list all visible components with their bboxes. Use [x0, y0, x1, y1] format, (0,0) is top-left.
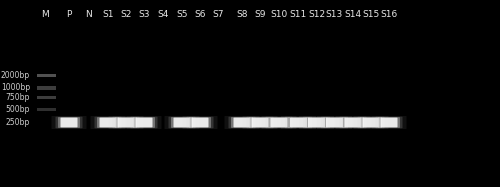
Text: 250bp: 250bp	[6, 118, 30, 127]
FancyBboxPatch shape	[56, 117, 82, 128]
Text: S3: S3	[138, 10, 150, 19]
Text: N: N	[86, 10, 92, 19]
FancyBboxPatch shape	[228, 117, 256, 128]
Text: 500bp: 500bp	[6, 105, 30, 114]
Text: S7: S7	[212, 10, 224, 19]
FancyBboxPatch shape	[306, 117, 328, 128]
FancyBboxPatch shape	[266, 117, 292, 128]
FancyBboxPatch shape	[192, 118, 208, 127]
FancyBboxPatch shape	[317, 116, 352, 129]
FancyBboxPatch shape	[186, 117, 214, 128]
Text: P: P	[66, 10, 71, 19]
FancyBboxPatch shape	[97, 117, 119, 128]
FancyBboxPatch shape	[281, 116, 316, 129]
Text: S6: S6	[194, 10, 206, 19]
Text: S5: S5	[176, 10, 188, 19]
FancyBboxPatch shape	[133, 117, 155, 128]
FancyBboxPatch shape	[288, 117, 310, 128]
Bar	[37, 96, 56, 99]
FancyBboxPatch shape	[362, 118, 380, 127]
FancyBboxPatch shape	[108, 116, 144, 129]
FancyBboxPatch shape	[58, 117, 80, 128]
FancyBboxPatch shape	[342, 117, 364, 128]
FancyBboxPatch shape	[115, 117, 137, 128]
FancyBboxPatch shape	[376, 117, 402, 128]
Text: M: M	[41, 10, 49, 19]
FancyBboxPatch shape	[234, 118, 250, 127]
FancyBboxPatch shape	[249, 117, 271, 128]
Text: S8: S8	[236, 10, 248, 19]
FancyBboxPatch shape	[130, 117, 158, 128]
FancyBboxPatch shape	[126, 116, 162, 129]
FancyBboxPatch shape	[308, 118, 325, 127]
Text: S1: S1	[102, 10, 114, 19]
FancyBboxPatch shape	[118, 118, 134, 127]
Text: S2: S2	[120, 10, 132, 19]
FancyBboxPatch shape	[112, 117, 140, 128]
Text: S4: S4	[158, 10, 168, 19]
FancyBboxPatch shape	[90, 116, 126, 129]
FancyBboxPatch shape	[344, 118, 362, 127]
FancyBboxPatch shape	[242, 116, 278, 129]
FancyBboxPatch shape	[100, 118, 116, 127]
FancyBboxPatch shape	[336, 116, 370, 129]
FancyBboxPatch shape	[246, 117, 274, 128]
FancyBboxPatch shape	[231, 117, 253, 128]
FancyBboxPatch shape	[358, 117, 384, 128]
FancyBboxPatch shape	[380, 118, 398, 127]
FancyBboxPatch shape	[136, 118, 152, 127]
Text: S11: S11	[290, 10, 307, 19]
Text: S10: S10	[270, 10, 287, 19]
FancyBboxPatch shape	[324, 117, 345, 128]
Text: 1000bp: 1000bp	[1, 83, 30, 92]
FancyBboxPatch shape	[285, 117, 312, 128]
Text: S16: S16	[380, 10, 398, 19]
Text: S15: S15	[362, 10, 380, 19]
FancyBboxPatch shape	[321, 117, 348, 128]
FancyBboxPatch shape	[299, 116, 334, 129]
FancyBboxPatch shape	[189, 117, 211, 128]
Text: 2000bp: 2000bp	[1, 71, 30, 80]
Text: S14: S14	[344, 10, 362, 19]
FancyBboxPatch shape	[252, 118, 268, 127]
FancyBboxPatch shape	[171, 117, 193, 128]
FancyBboxPatch shape	[354, 116, 388, 129]
FancyBboxPatch shape	[268, 117, 290, 128]
FancyBboxPatch shape	[290, 118, 307, 127]
FancyBboxPatch shape	[168, 117, 196, 128]
FancyBboxPatch shape	[164, 116, 200, 129]
FancyBboxPatch shape	[174, 118, 190, 127]
FancyBboxPatch shape	[372, 116, 406, 129]
FancyBboxPatch shape	[60, 118, 78, 127]
FancyBboxPatch shape	[378, 117, 400, 128]
FancyBboxPatch shape	[326, 118, 343, 127]
Text: 750bp: 750bp	[6, 93, 30, 102]
Text: S9: S9	[254, 10, 266, 19]
Text: S12: S12	[308, 10, 325, 19]
FancyBboxPatch shape	[224, 116, 260, 129]
FancyBboxPatch shape	[94, 117, 122, 128]
Bar	[37, 86, 56, 90]
FancyBboxPatch shape	[270, 118, 287, 127]
Bar	[37, 108, 56, 111]
FancyBboxPatch shape	[340, 117, 366, 128]
Text: S13: S13	[326, 10, 343, 19]
Bar	[37, 74, 56, 77]
FancyBboxPatch shape	[262, 116, 296, 129]
FancyBboxPatch shape	[182, 116, 218, 129]
FancyBboxPatch shape	[303, 117, 330, 128]
FancyBboxPatch shape	[52, 116, 86, 129]
FancyBboxPatch shape	[360, 117, 382, 128]
